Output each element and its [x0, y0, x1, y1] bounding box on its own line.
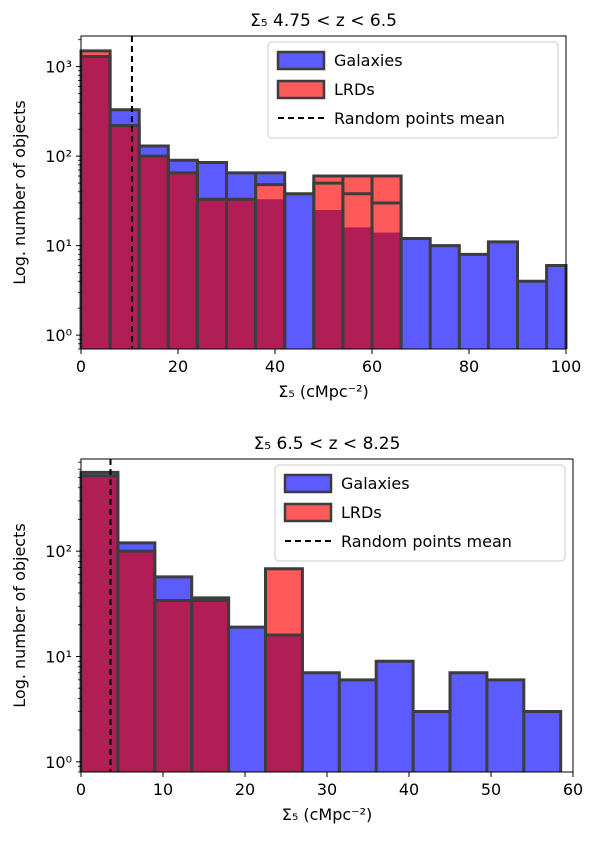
legend-lrds-label: LRDs: [341, 503, 382, 522]
lrds-outline: [79, 474, 304, 772]
x-tick-label: 20: [235, 780, 255, 799]
chart-title: Σ₅ 6.5 < z < 8.25: [254, 434, 401, 454]
y-tick-label: 10⁰: [45, 326, 72, 345]
galaxies-outline: [79, 470, 563, 772]
galaxies-bar: [523, 711, 561, 772]
chart-panel-2: 0 10 20 30 40 50 60 10⁰ 10¹ 10² Σ₅ 6.5 < z < 8.25 Σ…: [10, 434, 583, 824]
overlap-bar: [313, 210, 343, 349]
legend-galaxies-label: Galaxies: [341, 474, 410, 493]
galaxies-bar: [413, 711, 450, 772]
y-axis-label: Log. number of objects: [10, 523, 29, 707]
galaxies-bar: [302, 672, 340, 772]
legend-lrds-label: LRDs: [334, 80, 375, 99]
x-axis-label: Σ₅ (cMpc⁻²): [278, 382, 369, 401]
galaxies-bar: [339, 679, 377, 772]
x-tick-label: 30: [317, 780, 337, 799]
overlap-bar: [265, 634, 303, 772]
legend-box: [267, 41, 559, 139]
overlap-bar: [81, 475, 118, 772]
galaxies-bar: [228, 627, 266, 772]
overlap-bar: [342, 227, 372, 349]
y-tick-label: 10²: [45, 542, 72, 561]
y-tick-label: 10⁰: [45, 753, 72, 772]
galaxies-bar: [376, 661, 414, 772]
overlap-bar: [154, 600, 192, 772]
x-tick-label: 50: [481, 780, 501, 799]
x-tick-label: 80: [459, 357, 479, 376]
x-tick-label: 40: [399, 780, 419, 799]
galaxies-bar: [459, 254, 489, 349]
overlap-bar: [81, 56, 111, 349]
overlap-bar: [168, 172, 198, 349]
galaxies-bar: [450, 672, 487, 772]
x-tick-label: 60: [563, 780, 583, 799]
x-tick-label: 0: [76, 357, 86, 376]
x-tick-label: 20: [168, 357, 188, 376]
overlap-bar: [372, 232, 402, 349]
lrds-outline: [79, 49, 403, 349]
x-tick-label: 40: [265, 357, 285, 376]
galaxies-bar: [401, 238, 431, 349]
overlap-bar: [197, 199, 227, 349]
y-axis-label: Log. number of objects: [10, 100, 29, 284]
y-tick-label: 10¹: [45, 237, 72, 256]
legend-lrds-swatch: [276, 79, 326, 100]
plot-frame: [80, 35, 567, 350]
x-axis-label: Σ₅ (cMpc⁻²): [282, 805, 373, 824]
legend-galaxies-swatch: [276, 50, 326, 71]
legend-box: [274, 464, 566, 562]
overlap-bar: [139, 156, 169, 349]
overlap-bar: [226, 199, 256, 349]
galaxies-bar: [486, 679, 524, 772]
x-tick-label: 10: [153, 780, 173, 799]
x-tick-label: 60: [362, 357, 382, 376]
galaxies-bar: [546, 265, 566, 349]
overlap-bar: [110, 125, 140, 349]
overlap-bar: [117, 551, 155, 772]
overlap-bar: [191, 600, 229, 772]
legend-galaxies-swatch: [283, 473, 333, 494]
chart-panel-1: 0 20 40 60 80 100 10⁰ 10¹ 10² 10³ Σ₅ 4.75 < z < 6.…: [10, 11, 581, 401]
overlap-bar: [255, 199, 285, 349]
chart-title: Σ₅ 4.75 < z < 6.5: [250, 11, 397, 31]
legend-lrds-swatch: [283, 502, 333, 523]
legend: Galaxies LRDs Random points mean: [274, 464, 566, 562]
legend-galaxies-label: Galaxies: [334, 51, 403, 70]
legend: Galaxies LRDs Random points mean: [267, 41, 559, 139]
y-tick-label: 10¹: [45, 647, 72, 666]
x-tick-label: 0: [76, 780, 86, 799]
x-tick-label: 100: [551, 357, 582, 376]
legend-random-points-mean-label: Random points mean: [334, 109, 505, 128]
y-tick-label: 10²: [45, 147, 72, 166]
galaxies-outline: [79, 54, 568, 349]
legend-random-points-mean-label: Random points mean: [341, 532, 512, 551]
y-tick-label: 10³: [45, 58, 72, 77]
galaxies-bar: [517, 281, 547, 349]
galaxies-bar: [430, 245, 460, 349]
galaxies-bar: [488, 241, 518, 349]
galaxies-bar: [284, 193, 314, 349]
